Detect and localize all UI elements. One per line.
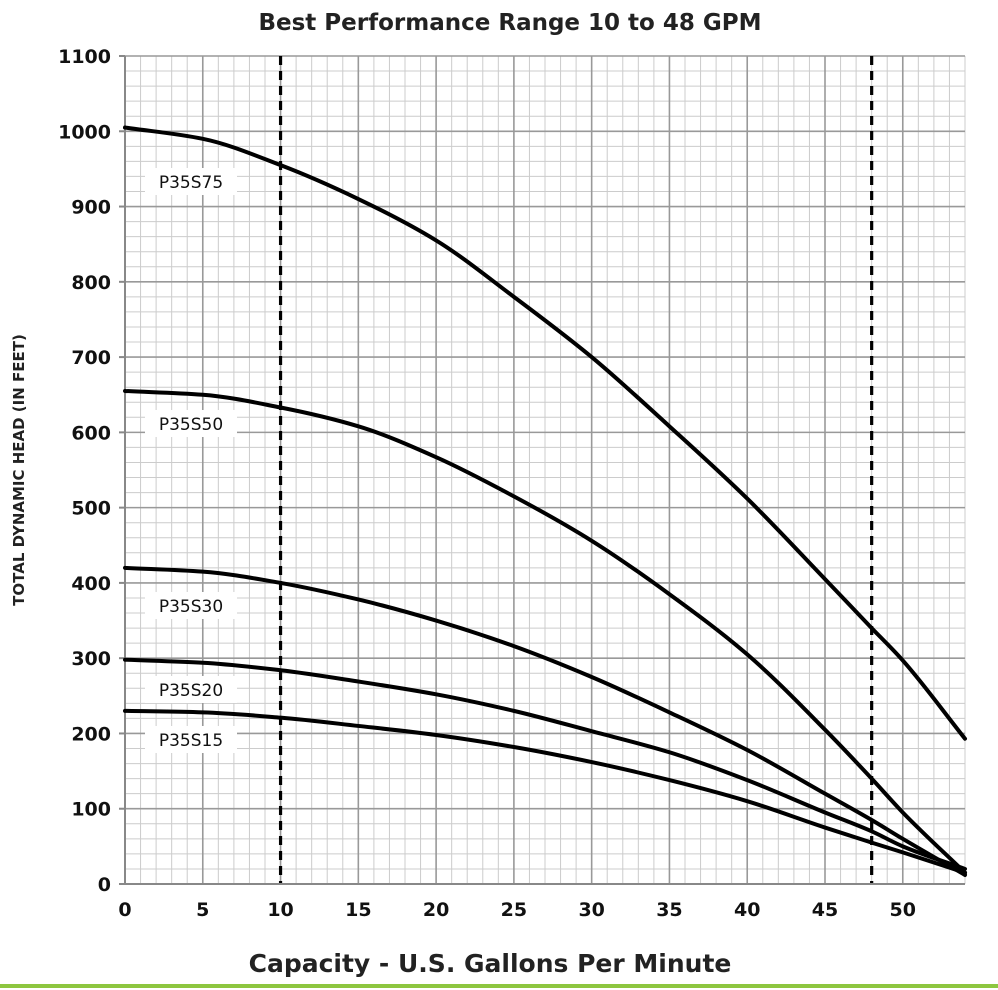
y-axis-label: TOTAL DYNAMIC HEAD (IN FEET)	[10, 334, 28, 606]
curve-label-p35s30: P35S30	[159, 597, 223, 617]
curve-p35s30	[123, 565, 967, 877]
x-tick-label: 40	[734, 899, 760, 921]
label-bg-p35s75	[145, 168, 237, 195]
y-tick-label: 300	[71, 648, 111, 670]
grid	[124, 55, 966, 885]
curve-p35s50	[123, 388, 967, 875]
curve-label-p35s75: P35S75	[159, 173, 223, 193]
x-tick-label: 50	[890, 899, 916, 921]
pump-curves	[123, 125, 967, 877]
footer-rule	[0, 984, 998, 988]
curve-label-p35s15: P35S15	[159, 731, 223, 751]
x-tick-label: 45	[812, 899, 838, 921]
reference-lines	[278, 56, 874, 884]
label-bg-p35s20	[145, 676, 237, 703]
y-tick-label: 1000	[58, 121, 111, 143]
x-tick-label: 35	[656, 899, 682, 921]
y-tick-label: 1100	[58, 46, 111, 68]
y-tick-label: 400	[71, 573, 111, 595]
x-tick-label: 25	[501, 899, 527, 921]
y-tick-label: 200	[71, 723, 111, 745]
y-tick-label: 0	[98, 874, 111, 896]
label-bg-p35s50	[145, 410, 237, 437]
label-bg-p35s15	[145, 726, 237, 753]
x-tick-label: 5	[196, 899, 209, 921]
curve-labels: P35S75 P35S50 P35S30 P35S20 P35S15	[145, 168, 237, 753]
y-tick-label: 100	[71, 799, 111, 821]
y-tick-label: 800	[71, 272, 111, 294]
curve-p35s20	[123, 657, 967, 871]
x-tick-label: 0	[118, 899, 131, 921]
curve-p35s75	[123, 125, 967, 741]
x-tick-label: 10	[267, 899, 293, 921]
curve-label-p35s20: P35S20	[159, 681, 223, 701]
label-bg-p35s30	[145, 592, 237, 619]
y-tick-label: 500	[71, 498, 111, 520]
curve-label-p35s50: P35S50	[159, 415, 223, 435]
y-tick-label: 700	[71, 347, 111, 369]
axes	[119, 55, 965, 885]
tick-labels: 0 5 10 15 20 25 30 35 40 45 5001002003004005006007…	[58, 46, 916, 921]
x-tick-label: 20	[423, 899, 449, 921]
y-tick-label: 900	[71, 197, 111, 219]
curve-p35s15	[123, 708, 967, 875]
x-tick-label: 15	[345, 899, 371, 921]
x-axis-label: Capacity - U.S. Gallons Per Minute	[249, 949, 732, 978]
chart-title: Best Performance Range 10 to 48 GPM	[258, 10, 761, 36]
x-tick-label: 30	[578, 899, 604, 921]
y-tick-label: 600	[71, 422, 111, 444]
